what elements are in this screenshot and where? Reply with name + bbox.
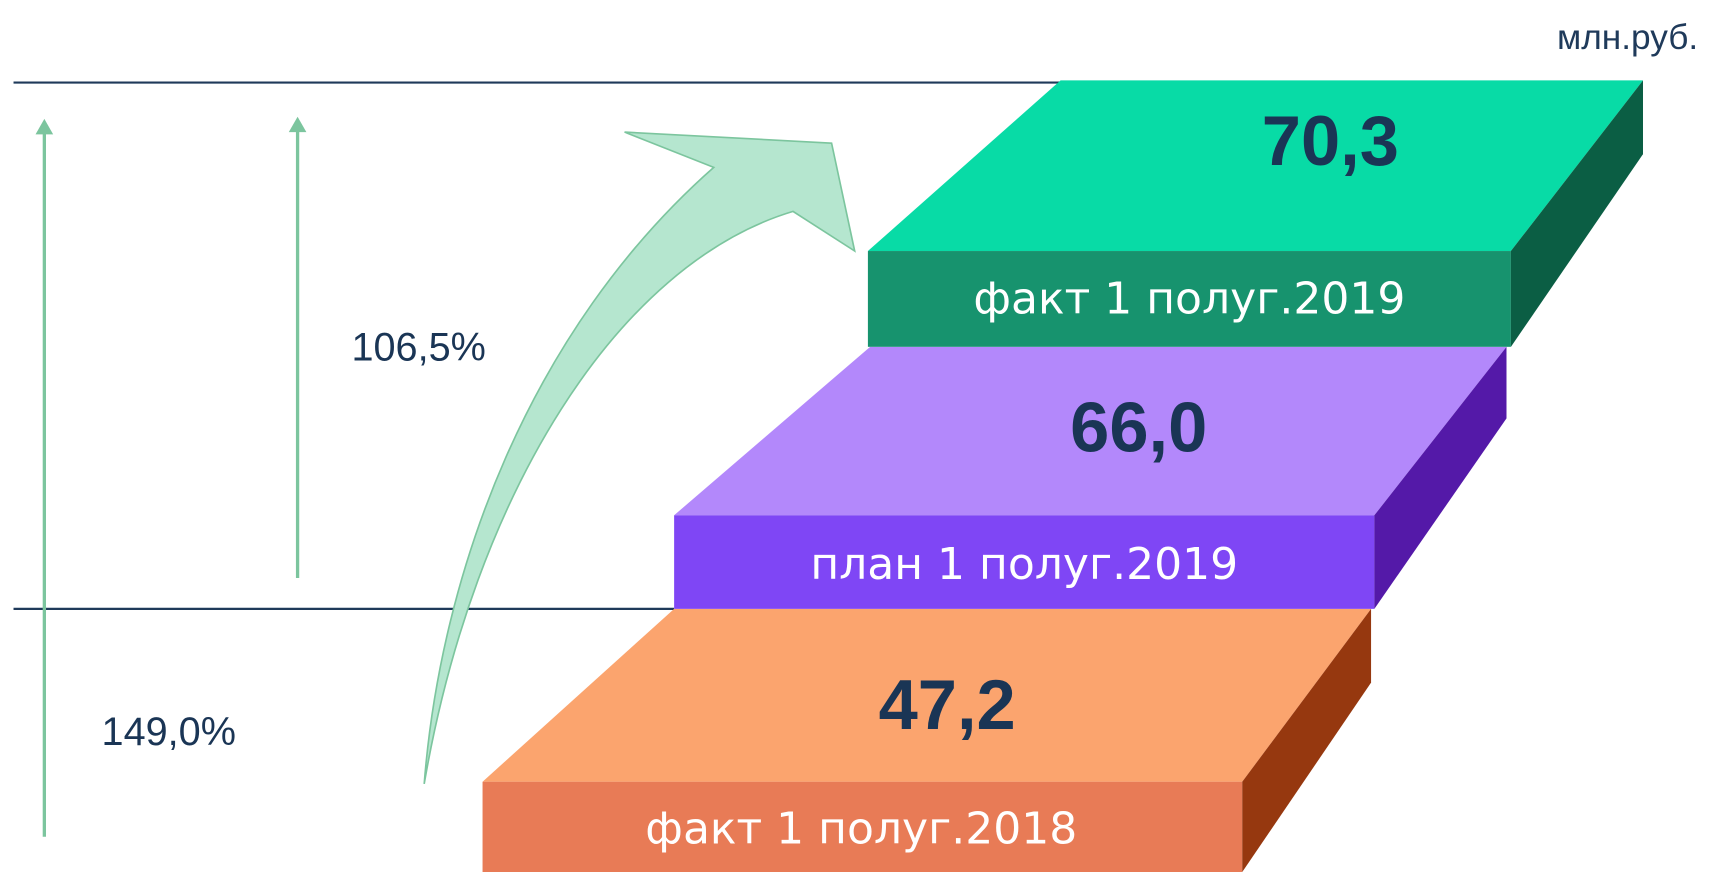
growth-percent: 106,5% <box>351 326 485 370</box>
step-value: 47,2 <box>879 665 1016 744</box>
step-side <box>1374 346 1507 609</box>
step-label: факт 1 полуг.2019 <box>973 274 1405 325</box>
step-value: 66,0 <box>1070 387 1207 466</box>
unit: млн.руб. <box>1557 18 1698 57</box>
step-side <box>1242 608 1372 872</box>
step-side <box>1510 80 1644 347</box>
step-1 <box>867 80 1644 347</box>
arrow-head <box>288 116 307 133</box>
step-2 <box>674 346 1507 609</box>
step-3 <box>482 608 1372 872</box>
step-front <box>482 781 1243 872</box>
step-front <box>674 515 1375 609</box>
step-label: факт 1 полуг.2018 <box>645 803 1077 854</box>
step-top <box>482 608 1372 782</box>
step-value: 70,3 <box>1262 101 1399 180</box>
step-top <box>867 80 1644 252</box>
step-label: план 1 полуг.2019 <box>810 539 1238 590</box>
step-front <box>867 251 1511 347</box>
arrow-head <box>35 118 54 135</box>
step-top <box>674 346 1507 516</box>
growth-percent: 149,0% <box>102 710 236 754</box>
curved-arrow <box>423 131 856 785</box>
